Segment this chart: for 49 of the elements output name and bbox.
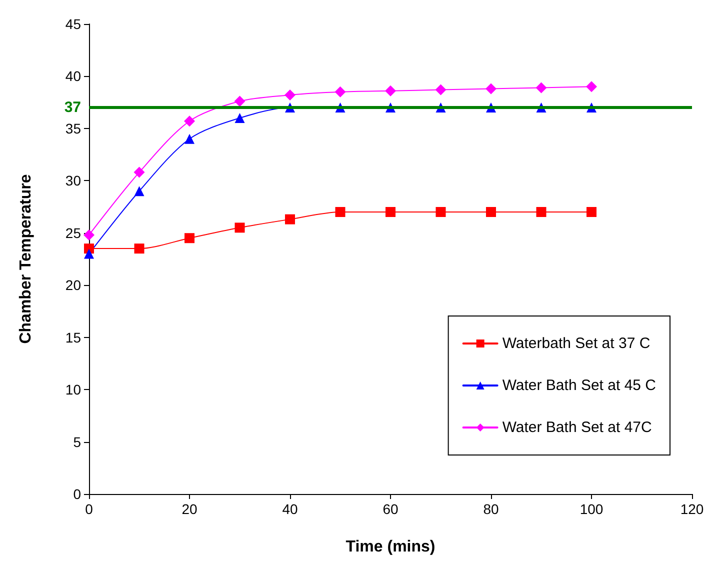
point — [335, 207, 346, 217]
x-tick-label: 0 — [85, 501, 94, 517]
point — [386, 207, 396, 217]
x-tick-label: 100 — [580, 501, 604, 517]
y-tick-label: 5 — [73, 434, 82, 450]
y-tick-label: 35 — [65, 120, 82, 136]
x-tick-label: 120 — [680, 501, 704, 517]
y-tick-label: 10 — [65, 382, 82, 398]
y-tick-label: 30 — [65, 172, 82, 189]
x-tick-label: 40 — [282, 501, 298, 517]
point — [586, 207, 596, 217]
point — [486, 207, 496, 217]
point — [285, 214, 295, 224]
point — [486, 83, 496, 94]
point — [385, 85, 396, 96]
point — [586, 81, 597, 92]
legend-label: Waterbath Set at 37 C — [502, 335, 650, 352]
point — [234, 96, 246, 107]
x-tick-label: 80 — [483, 501, 499, 517]
point — [436, 207, 446, 217]
point — [134, 244, 144, 254]
point — [536, 82, 547, 94]
y-tick-label: 45 — [65, 16, 82, 32]
y-tick-label: 40 — [65, 68, 82, 84]
point — [334, 86, 346, 98]
point — [234, 113, 245, 123]
point — [84, 229, 94, 240]
point — [184, 233, 194, 244]
y-tick-label: 15 — [65, 329, 82, 346]
point — [284, 90, 296, 101]
point — [84, 244, 94, 254]
point — [134, 166, 145, 178]
point — [134, 186, 144, 196]
x-tick-label: 60 — [382, 501, 398, 517]
y-tick-label: 0 — [73, 486, 82, 502]
y-axis-title: Chamber Temperature — [18, 174, 34, 344]
point — [84, 248, 94, 259]
x-axis-title: Time (mins) — [346, 538, 436, 556]
y-tick-label: 20 — [65, 277, 82, 294]
point — [184, 116, 195, 127]
ref-line-label: 37 — [64, 99, 81, 116]
point — [234, 222, 245, 233]
point — [435, 84, 446, 96]
legend-label: Water Bath Set at 45 C — [502, 377, 656, 394]
x-tick-label: 20 — [182, 501, 198, 517]
point — [536, 207, 546, 217]
legend-label: Water Bath Set at 47C — [502, 419, 652, 436]
y-tick-label: 25 — [65, 224, 82, 241]
point — [184, 134, 194, 144]
